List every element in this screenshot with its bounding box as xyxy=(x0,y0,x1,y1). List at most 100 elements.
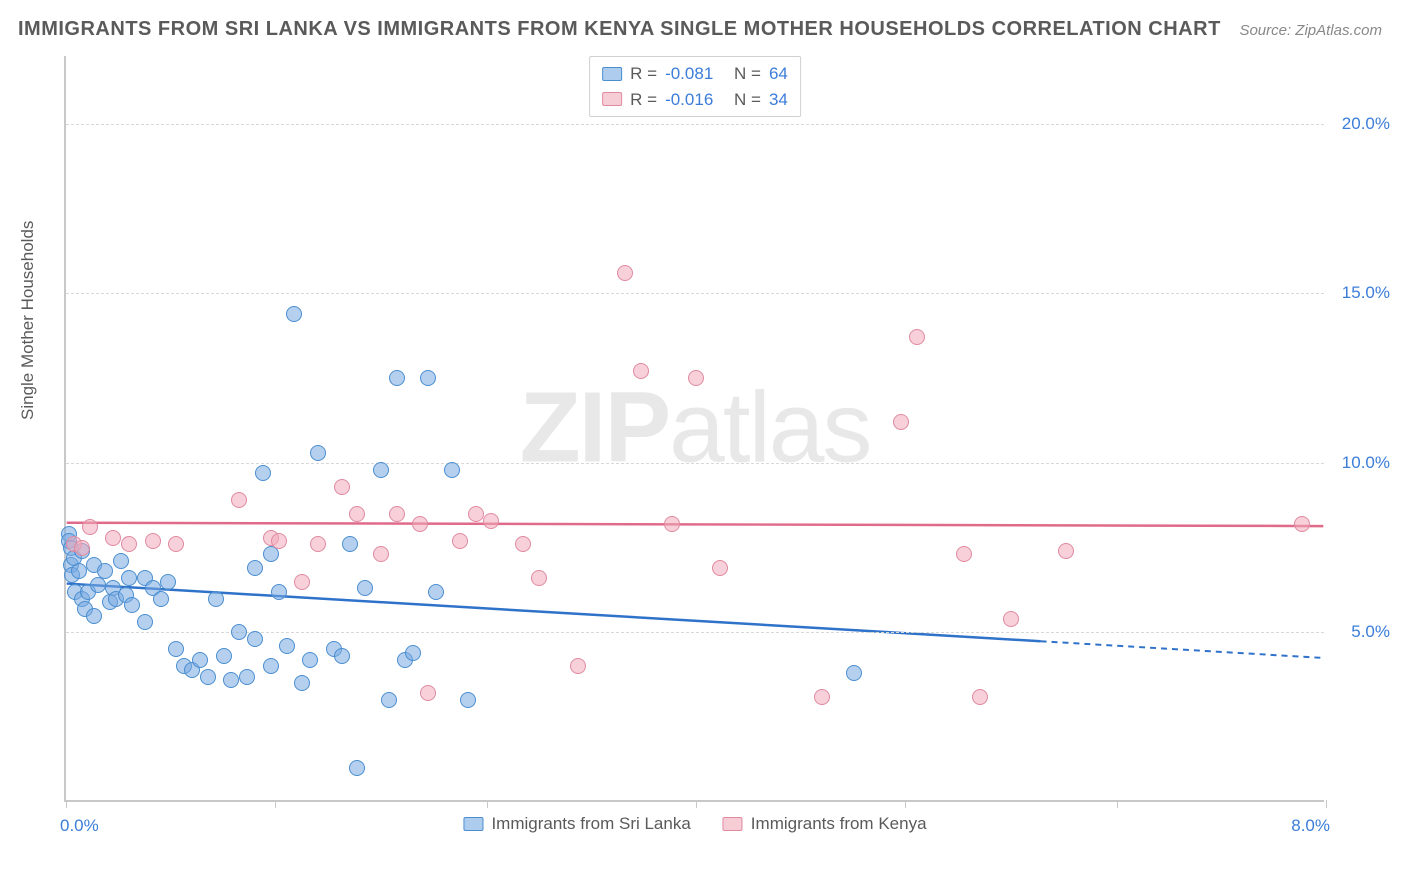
y-axis-label: Single Mother Households xyxy=(18,221,38,420)
x-tick-mark xyxy=(1326,800,1327,808)
data-point xyxy=(617,265,633,281)
data-point xyxy=(420,685,436,701)
y-tick-label: 5.0% xyxy=(1351,622,1390,642)
data-point xyxy=(381,692,397,708)
data-point xyxy=(145,533,161,549)
data-point xyxy=(97,563,113,579)
legend-stats-row: R = -0.016 N = 34 xyxy=(602,87,788,113)
data-point xyxy=(1058,543,1074,559)
data-point xyxy=(334,648,350,664)
swatch-icon xyxy=(463,817,483,831)
data-point xyxy=(121,536,137,552)
data-point xyxy=(389,370,405,386)
data-point xyxy=(452,533,468,549)
data-point xyxy=(113,553,129,569)
plot-area: ZIPatlas R = -0.081 N = 64 R = -0.016 N … xyxy=(64,56,1324,802)
y-tick-label: 20.0% xyxy=(1342,114,1390,134)
data-point xyxy=(972,689,988,705)
legend-series: Immigrants from Sri Lanka Immigrants fro… xyxy=(463,814,926,834)
data-point xyxy=(200,669,216,685)
data-point xyxy=(373,546,389,562)
data-point xyxy=(271,584,287,600)
data-point xyxy=(633,363,649,379)
y-tick-label: 15.0% xyxy=(1342,283,1390,303)
source-attribution: Source: ZipAtlas.com xyxy=(1239,22,1382,39)
data-point xyxy=(389,506,405,522)
data-point xyxy=(349,760,365,776)
data-point xyxy=(208,591,224,607)
data-point xyxy=(428,584,444,600)
data-point xyxy=(373,462,389,478)
data-point xyxy=(468,506,484,522)
data-point xyxy=(90,577,106,593)
gridline xyxy=(66,124,1324,125)
data-point xyxy=(231,624,247,640)
trend-lines-svg xyxy=(66,56,1324,800)
data-point xyxy=(160,574,176,590)
data-point xyxy=(82,519,98,535)
data-point xyxy=(271,533,287,549)
data-point xyxy=(444,462,460,478)
data-point xyxy=(515,536,531,552)
swatch-icon xyxy=(602,67,622,81)
data-point xyxy=(105,530,121,546)
gridline xyxy=(66,293,1324,294)
x-tick-mark xyxy=(487,800,488,808)
data-point xyxy=(294,574,310,590)
data-point xyxy=(531,570,547,586)
data-point xyxy=(231,492,247,508)
data-point xyxy=(74,540,90,556)
data-point xyxy=(349,506,365,522)
watermark: ZIPatlas xyxy=(520,371,871,486)
data-point xyxy=(279,638,295,654)
y-tick-label: 10.0% xyxy=(1342,453,1390,473)
data-point xyxy=(814,689,830,705)
swatch-icon xyxy=(602,92,622,106)
data-point xyxy=(71,563,87,579)
swatch-icon xyxy=(723,817,743,831)
data-point xyxy=(956,546,972,562)
data-point xyxy=(247,631,263,647)
data-point xyxy=(168,641,184,657)
x-tick-mark xyxy=(275,800,276,808)
data-point xyxy=(153,591,169,607)
data-point xyxy=(263,546,279,562)
data-point xyxy=(168,536,184,552)
data-point xyxy=(688,370,704,386)
legend-item: Immigrants from Kenya xyxy=(723,814,927,834)
data-point xyxy=(137,614,153,630)
data-point xyxy=(460,692,476,708)
data-point xyxy=(302,652,318,668)
data-point xyxy=(223,672,239,688)
data-point xyxy=(909,329,925,345)
data-point xyxy=(712,560,728,576)
data-point xyxy=(357,580,373,596)
data-point xyxy=(483,513,499,529)
data-point xyxy=(405,645,421,661)
data-point xyxy=(846,665,862,681)
data-point xyxy=(86,608,102,624)
data-point xyxy=(216,648,232,664)
data-point xyxy=(192,652,208,668)
data-point xyxy=(570,658,586,674)
data-point xyxy=(294,675,310,691)
x-tick-mark xyxy=(66,800,67,808)
data-point xyxy=(263,658,279,674)
data-point xyxy=(420,370,436,386)
legend-stats: R = -0.081 N = 64 R = -0.016 N = 34 xyxy=(589,56,801,117)
chart-title: IMMIGRANTS FROM SRI LANKA VS IMMIGRANTS … xyxy=(18,18,1221,41)
data-point xyxy=(286,306,302,322)
data-point xyxy=(664,516,680,532)
data-point xyxy=(310,536,326,552)
x-tick-mark xyxy=(696,800,697,808)
x-tick-label: 8.0% xyxy=(1291,816,1330,836)
data-point xyxy=(334,479,350,495)
data-point xyxy=(239,669,255,685)
legend-item: Immigrants from Sri Lanka xyxy=(463,814,690,834)
x-tick-mark xyxy=(1117,800,1118,808)
data-point xyxy=(1294,516,1310,532)
x-tick-mark xyxy=(905,800,906,808)
data-point xyxy=(255,465,271,481)
data-point xyxy=(310,445,326,461)
data-point xyxy=(412,516,428,532)
